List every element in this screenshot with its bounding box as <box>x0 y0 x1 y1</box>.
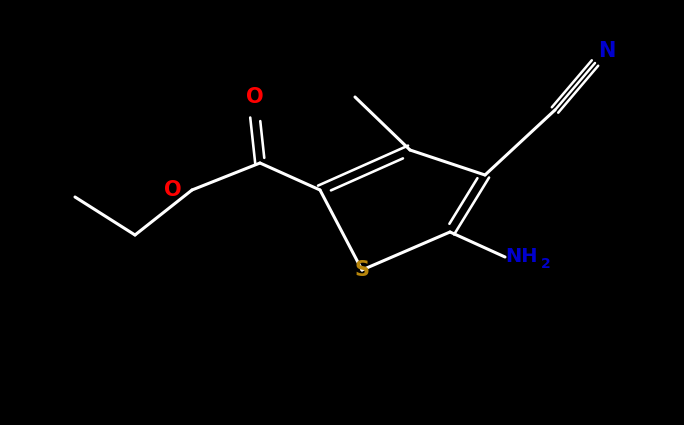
Text: S: S <box>354 260 369 280</box>
Text: O: O <box>246 87 264 107</box>
Text: NH: NH <box>505 247 538 266</box>
Text: O: O <box>164 180 182 200</box>
Text: 2: 2 <box>541 257 551 271</box>
Text: N: N <box>598 41 616 61</box>
